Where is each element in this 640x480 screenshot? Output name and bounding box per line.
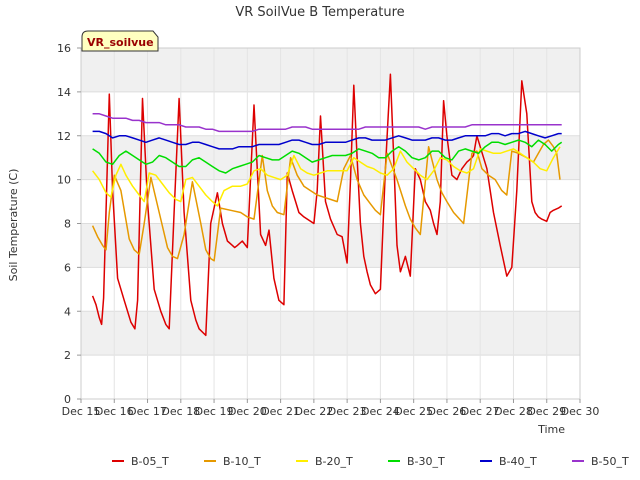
x-tick-label: Dec 15 — [62, 405, 101, 418]
y-tick-label: 2 — [64, 349, 71, 362]
y-tick-label: 14 — [57, 86, 71, 99]
x-tick-label: Dec 20 — [228, 405, 267, 418]
x-axis-label: Time — [537, 423, 565, 436]
x-tick-label: Dec 21 — [261, 405, 300, 418]
site-label-background — [81, 30, 159, 52]
legend-label: B-05_T — [131, 455, 169, 468]
series-line-b-10-t — [91, 139, 561, 262]
y-tick-label: 0 — [64, 393, 71, 406]
series-line-b-50-t — [92, 113, 562, 133]
legend-label: B-50_T — [591, 455, 629, 468]
y-tick-label: 10 — [57, 174, 71, 187]
x-tick-label: Dec 23 — [328, 405, 367, 418]
site-label: VR_soilvue — [87, 36, 154, 49]
legend: B-05_T B-10_T B-20_T B-30_T B-40_T B-50_T — [112, 455, 629, 468]
y-tick-label: 16 — [57, 42, 71, 55]
legend-label: B-40_T — [499, 455, 537, 468]
legend-label: B-20_T — [315, 455, 353, 468]
x-tick-label: Dec 26 — [428, 405, 467, 418]
x-tick-label: Dec 28 — [494, 405, 533, 418]
plot-band — [81, 48, 580, 92]
site-label-box: VR_soilvue — [81, 30, 159, 52]
x-tick-label: Dec 18 — [161, 405, 200, 418]
x-tick-label: Dec 27 — [461, 405, 500, 418]
y-axis-label: Soil Temperature (C) — [7, 169, 20, 282]
x-tick-label: Dec 16 — [95, 405, 134, 418]
y-tick-label: 12 — [57, 130, 71, 143]
y-tick-label: 8 — [64, 218, 71, 231]
x-tick-label: Dec 30 — [561, 405, 600, 418]
legend-label: B-30_T — [407, 455, 445, 468]
x-tick-label: Dec 29 — [527, 405, 566, 418]
y-tick-label: 4 — [64, 305, 71, 318]
x-tick-label: Dec 24 — [361, 405, 400, 418]
plot-bands — [81, 48, 580, 356]
x-tick-label: Dec 25 — [394, 405, 433, 418]
legend-label: B-10_T — [223, 455, 261, 468]
series-lines — [91, 73, 563, 337]
x-tick-label: Dec 22 — [294, 405, 333, 418]
plot-band — [81, 223, 580, 268]
y-axis-ticks: 0 2 4 6 8 10 12 14 16 — [57, 42, 81, 406]
series-line-b-40-t — [92, 130, 562, 150]
plot-band — [81, 311, 580, 356]
series-line-b-20-t — [92, 146, 561, 207]
x-tick-label: Dec 17 — [128, 405, 167, 418]
chart-title: VR SoilVue B Temperature — [235, 5, 404, 20]
y-tick-label: 6 — [64, 261, 71, 274]
series-line-b-05-t — [91, 73, 563, 337]
x-tick-label: Dec 19 — [195, 405, 234, 418]
series-line-b-30-t — [92, 139, 563, 174]
